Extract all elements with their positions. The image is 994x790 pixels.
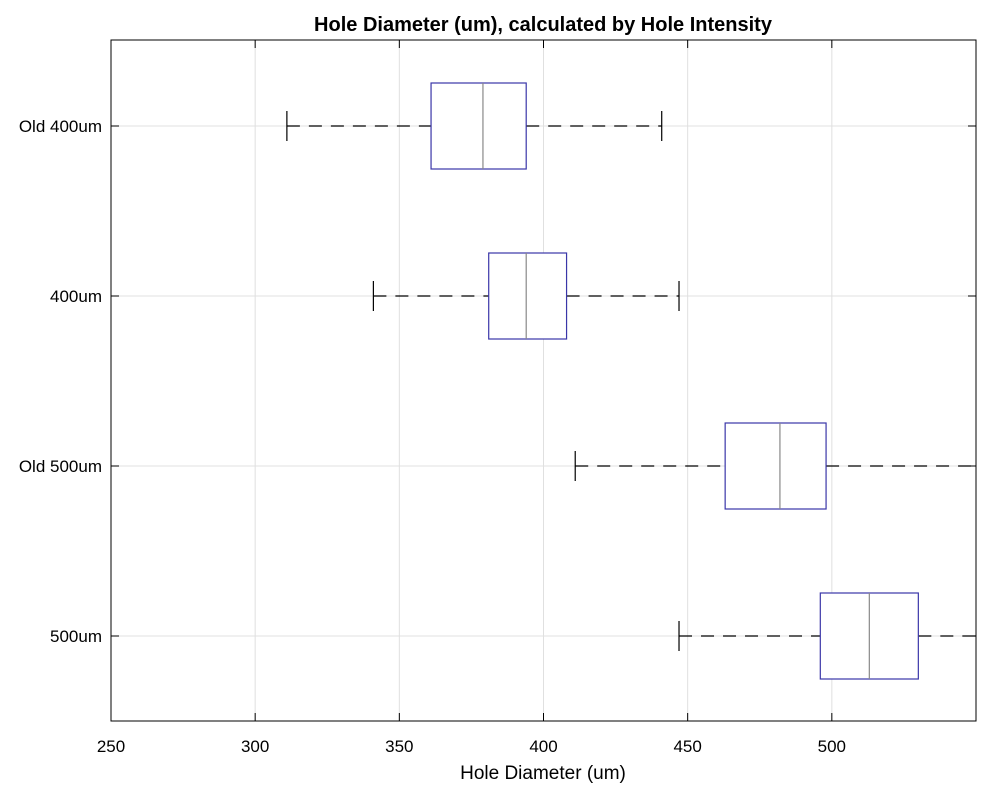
x-tick-label: 350 [385, 737, 413, 756]
chart-title: Hole Diameter (um), calculated by Hole I… [314, 14, 773, 36]
x-tick-label: 300 [241, 737, 269, 756]
box-old-500um [574, 422, 976, 510]
interquartile-box [488, 252, 568, 340]
x-axis-label: Hole Diameter (um) [460, 763, 626, 784]
x-tick-label: 450 [673, 737, 701, 756]
box-500um [678, 592, 976, 680]
tick-marks [110, 40, 976, 721]
interquartile-box [724, 422, 827, 510]
y-tick-labels: Old 400um 400um Old 500um 500um [19, 117, 102, 646]
y-tick-label: Old 400um [19, 117, 102, 136]
y-tick-label: 500um [50, 627, 102, 646]
x-tick-labels: 250 300 350 400 450 500 [97, 737, 846, 756]
x-tick-label: 500 [818, 737, 846, 756]
x-tick-label: 400 [529, 737, 557, 756]
box-old-400um [286, 82, 663, 170]
box-400um [372, 252, 680, 340]
y-tick-label: 400um [50, 287, 102, 306]
x-tick-label: 250 [97, 737, 125, 756]
box-layer [286, 82, 976, 680]
y-tick-label: Old 500um [19, 457, 102, 476]
interquartile-box [430, 82, 527, 170]
